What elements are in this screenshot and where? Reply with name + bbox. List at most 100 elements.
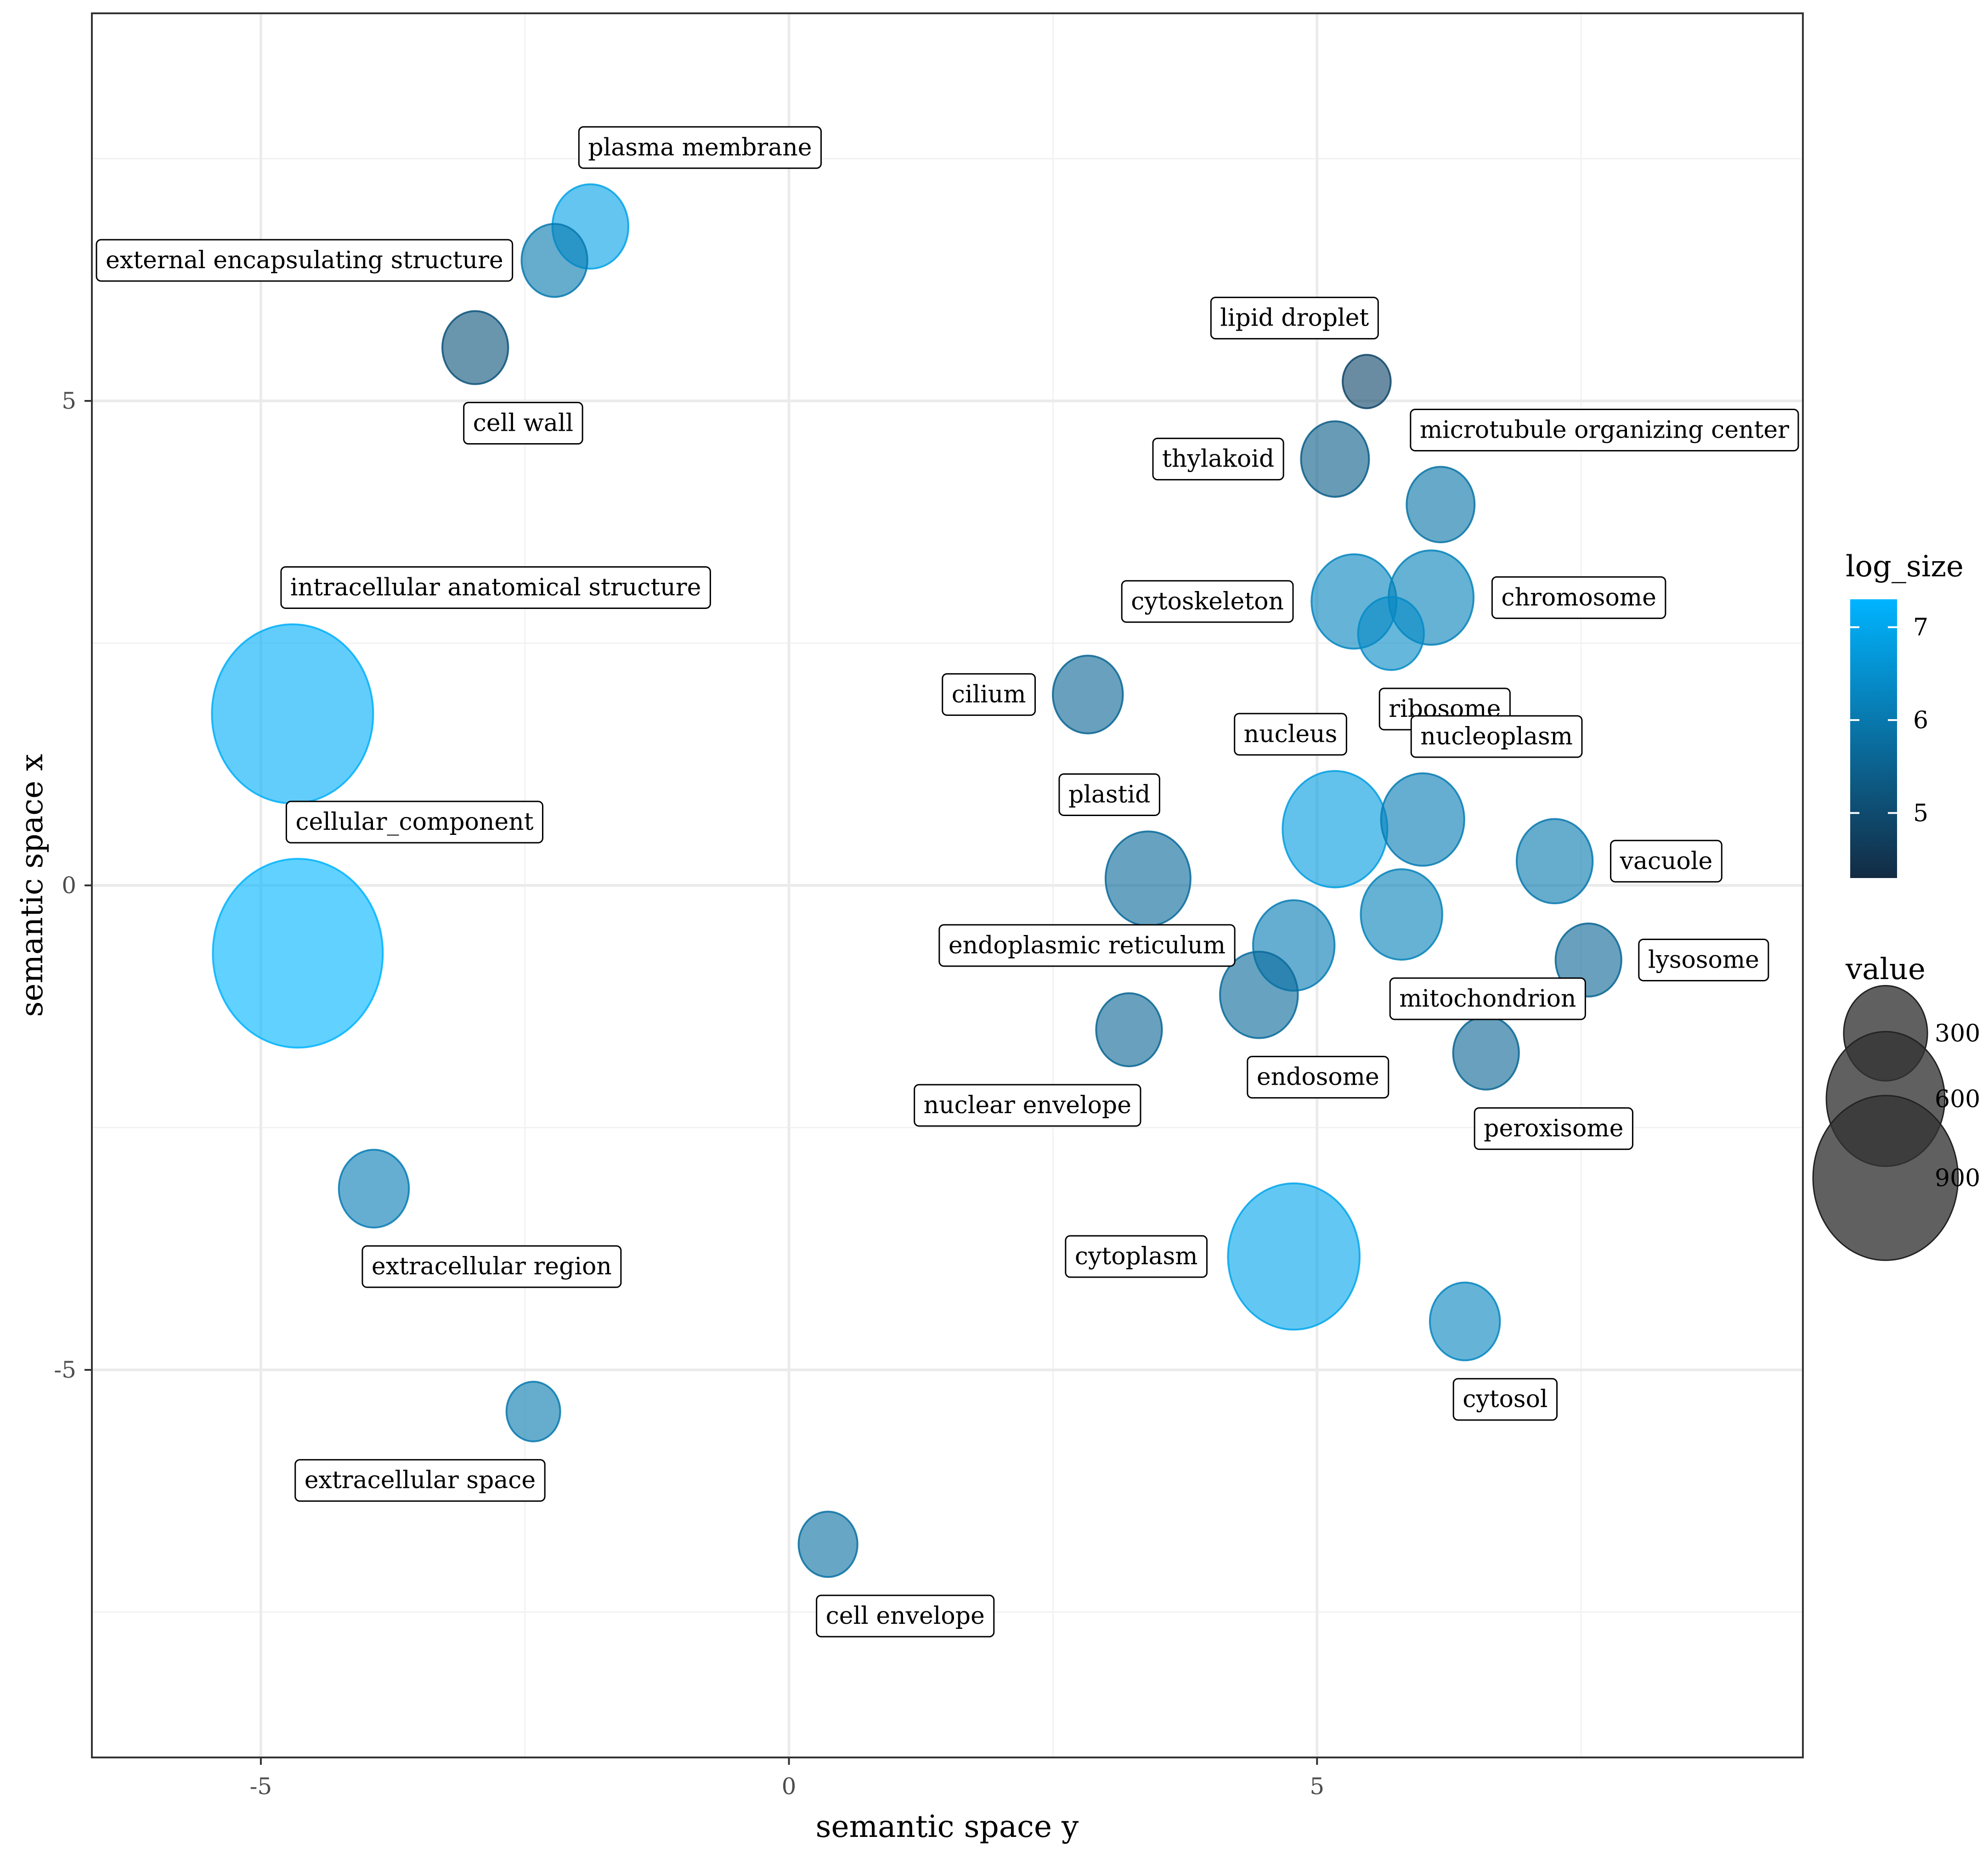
label-box xyxy=(463,402,583,445)
label-box xyxy=(1452,1378,1558,1421)
label-cell-envelope: cell envelope xyxy=(816,1594,995,1638)
label-chromosome: chromosome xyxy=(1491,576,1666,619)
label-text: plastid xyxy=(1068,781,1150,808)
point-nucleus xyxy=(1282,770,1389,889)
label-box xyxy=(942,673,1036,716)
x-tick-label: 5 xyxy=(1310,1773,1324,1800)
label-text: thylakoid xyxy=(1162,445,1274,473)
label-nucleus: nucleus xyxy=(1234,713,1347,756)
label-endosome: endosome xyxy=(1247,1056,1389,1099)
size-legend: value 300 600 900 xyxy=(1812,952,1980,1261)
label-text: mitochondrion xyxy=(1399,985,1576,1013)
label-box xyxy=(1121,580,1294,623)
label-text: plasma membrane xyxy=(588,134,812,161)
size-legend-label: 600 xyxy=(1935,1086,1980,1113)
colorbar-tick-label: 7 xyxy=(1913,614,1928,642)
label-box xyxy=(578,126,822,169)
label-text: cytoskeleton xyxy=(1131,588,1284,615)
label-text: nucleus xyxy=(1244,721,1338,748)
point-thylakoid xyxy=(1300,420,1370,498)
point-labels: plasma membrane external encapsulating st… xyxy=(96,126,1799,1638)
x-tick-label: -5 xyxy=(250,1773,272,1800)
color-legend-title: log_size xyxy=(1846,550,1964,584)
label-box xyxy=(1638,938,1769,981)
label-cilium: cilium xyxy=(942,673,1036,716)
size-legend-title: value xyxy=(1845,952,1926,986)
color-legend: log_size 5 6 7 xyxy=(1846,550,1964,878)
label-text: cilium xyxy=(952,681,1026,708)
label-text: cell wall xyxy=(473,410,573,437)
label-lipid-droplet: lipid droplet xyxy=(1210,297,1379,340)
point-vacuole xyxy=(1515,818,1594,905)
point-endosome xyxy=(1219,951,1299,1039)
label-box xyxy=(1389,977,1586,1020)
point-cilium xyxy=(1052,654,1124,735)
x-axis-title: semantic space y xyxy=(816,1809,1079,1844)
label-box xyxy=(1210,297,1379,340)
label-text: endoplasmic reticulum xyxy=(949,932,1226,959)
label-nuclear-envelope: nuclear envelope xyxy=(914,1084,1141,1127)
label-box xyxy=(938,924,1236,967)
point-peroxisome xyxy=(1452,1015,1520,1091)
size-legend-label: 900 xyxy=(1935,1165,1980,1192)
label-peroxisome: peroxisome xyxy=(1474,1107,1633,1150)
size-legend-label: 300 xyxy=(1935,1020,1980,1047)
label-text: extracellular space xyxy=(305,1467,536,1494)
label-plastid: plastid xyxy=(1058,773,1160,816)
y-tick-label: -5 xyxy=(54,1357,76,1383)
point-cytosol xyxy=(1429,1281,1501,1362)
label-vacuole: vacuole xyxy=(1610,839,1723,883)
colorbar-tick-label: 5 xyxy=(1913,800,1928,827)
point-plastid xyxy=(1104,830,1192,927)
label-box xyxy=(816,1594,995,1638)
label-endoplasmic-reticulum: endoplasmic reticulum xyxy=(938,924,1236,967)
point-intracellular-anatomical-structure xyxy=(211,623,374,805)
label-text: endosome xyxy=(1257,1064,1379,1091)
point-cytoplasm xyxy=(1227,1182,1361,1331)
y-axis-title: semantic space x xyxy=(14,754,50,1017)
label-text: peroxisome xyxy=(1484,1115,1623,1143)
label-cytoplasm: cytoplasm xyxy=(1065,1235,1208,1278)
label-text: extracellular region xyxy=(372,1253,612,1280)
label-box xyxy=(280,566,711,609)
point-cell-envelope xyxy=(797,1510,858,1578)
point-cellular-component xyxy=(212,858,384,1049)
y-axis-ticks: 5 0 -5 xyxy=(54,388,92,1383)
point-extracellular-region xyxy=(338,1149,410,1229)
label-intracellular-anatomical-structure: intracellular anatomical structure xyxy=(280,566,711,609)
label-text: cell envelope xyxy=(826,1602,985,1630)
label-cellular-component: cellular_component xyxy=(285,800,544,844)
label-plasma-membrane: plasma membrane xyxy=(578,126,822,169)
label-cytoskeleton: cytoskeleton xyxy=(1121,580,1294,623)
label-box xyxy=(1247,1056,1389,1099)
y-tick-label: 0 xyxy=(62,872,76,899)
label-text: lipid droplet xyxy=(1220,304,1369,332)
label-text: external encapsulating structure xyxy=(106,247,503,274)
label-text: cytosol xyxy=(1463,1385,1547,1413)
colorbar-tick-label: 6 xyxy=(1913,707,1928,734)
label-box xyxy=(1410,409,1799,452)
label-cell-wall: cell wall xyxy=(463,402,583,445)
label-cytosol: cytosol xyxy=(1452,1378,1558,1421)
label-extracellular-space: extracellular space xyxy=(294,1459,546,1502)
label-box xyxy=(294,1459,546,1502)
label-microtubule-organizing-center: microtubule organizing center xyxy=(1410,409,1799,452)
label-box xyxy=(361,1245,622,1288)
label-box xyxy=(1058,773,1160,816)
label-text: nuclear envelope xyxy=(924,1092,1131,1119)
y-tick-label: 5 xyxy=(62,388,76,414)
label-box xyxy=(1410,715,1583,758)
label-box xyxy=(1474,1107,1633,1150)
label-text: intracellular anatomical structure xyxy=(290,574,701,602)
label-text: nucleoplasm xyxy=(1420,723,1573,750)
point-cell-wall xyxy=(441,310,509,385)
point-nucleoplasm xyxy=(1380,772,1465,867)
label-box xyxy=(1152,438,1284,481)
color-legend-bar xyxy=(1850,599,1897,878)
x-tick-label: 0 xyxy=(782,1773,796,1800)
point-ribosome xyxy=(1357,596,1425,671)
label-text: cellular_component xyxy=(295,808,533,836)
size-legend-key xyxy=(1812,1095,1959,1261)
label-text: cytoplasm xyxy=(1075,1243,1198,1270)
